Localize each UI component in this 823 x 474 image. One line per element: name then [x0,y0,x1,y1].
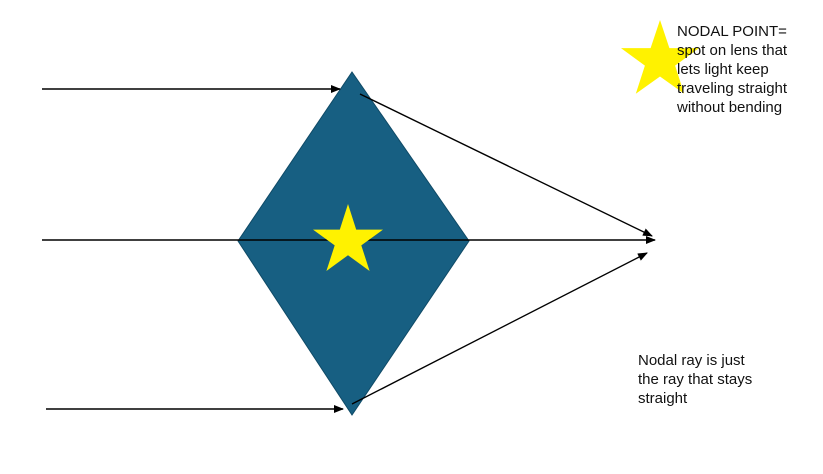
nodal-point-star-icon [313,204,383,271]
nodal-point-definition: NODAL POINT= spot on lens that lets ligh… [677,23,788,116]
refracted-ray-bottom [351,252,648,405]
nodal-ray-explanation: Nodal ray is just the ray that stays str… [638,352,753,407]
refracted-ray-top [359,93,653,237]
legend-star-icon [621,20,699,94]
